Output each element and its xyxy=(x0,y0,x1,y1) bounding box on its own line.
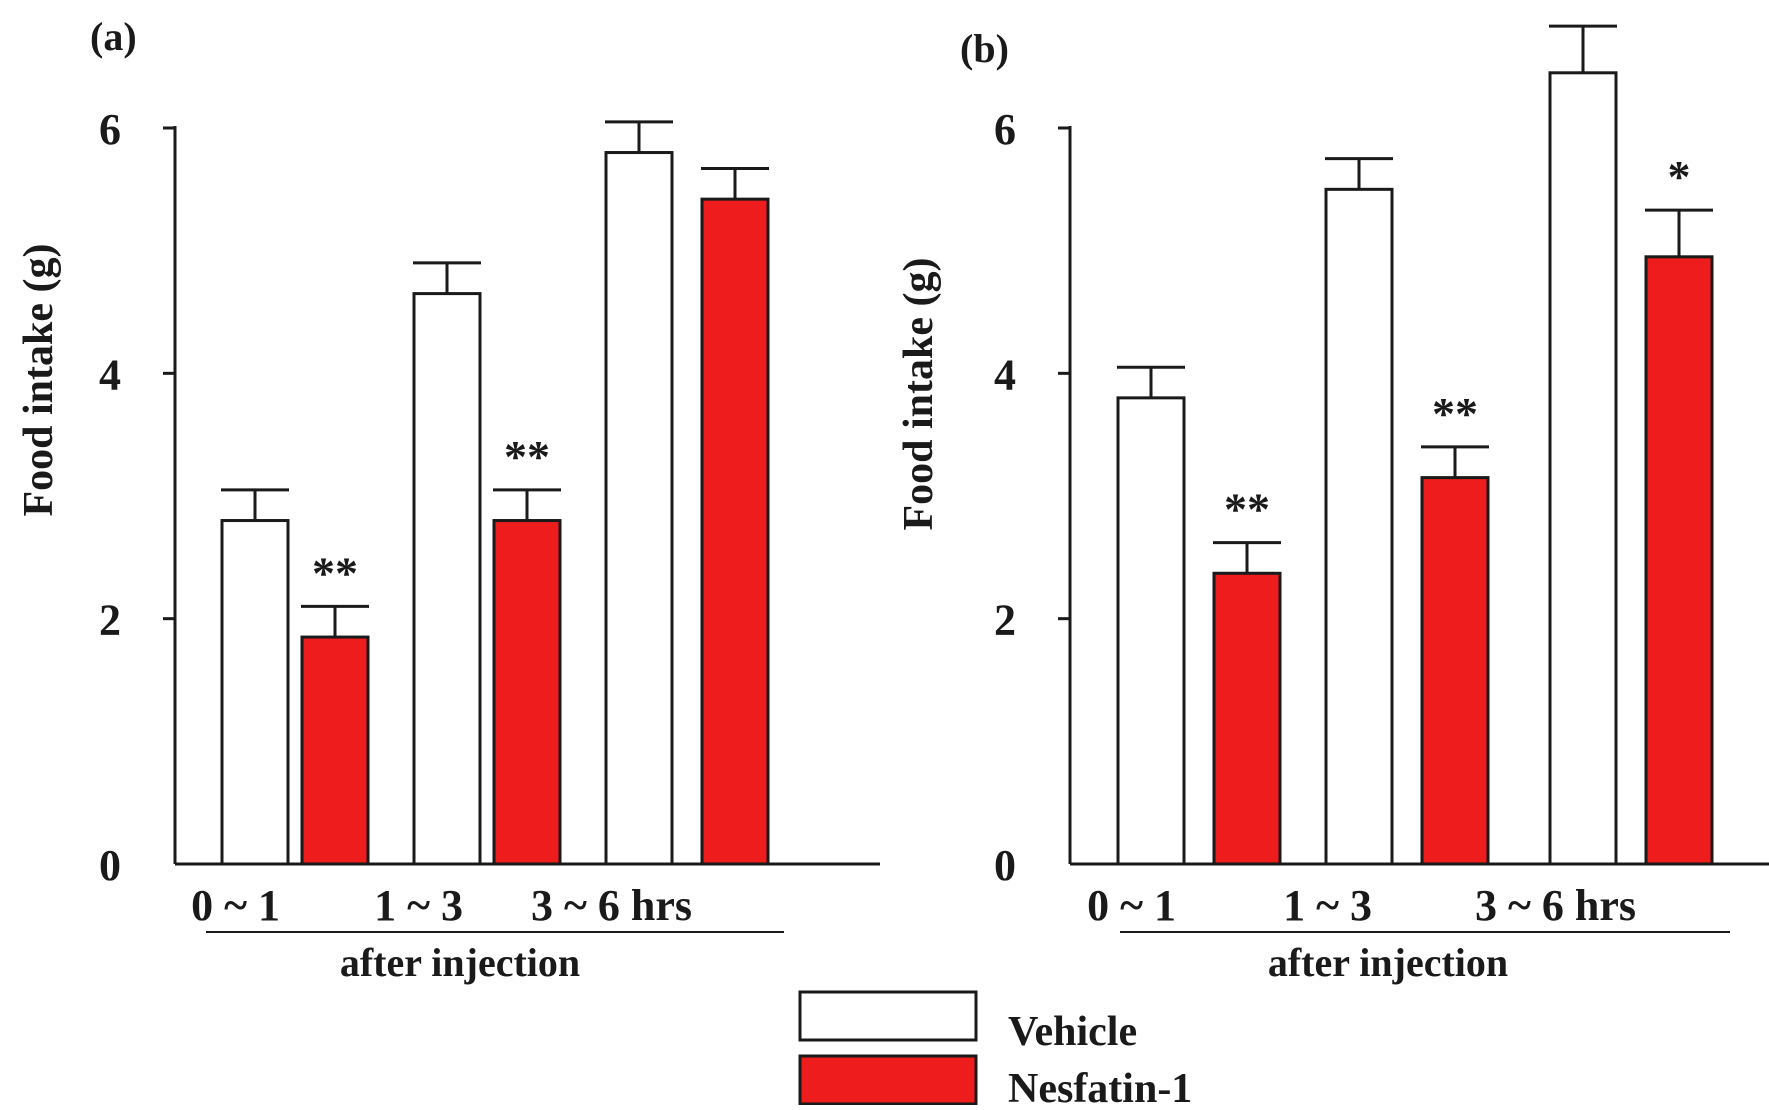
significance-marker: * xyxy=(1668,151,1691,202)
significance-marker: ** xyxy=(1224,484,1270,535)
legend-swatch-nesfatin-1 xyxy=(798,1054,978,1106)
bar-nesfatin-1 xyxy=(1212,571,1282,866)
y-tick-label: 4 xyxy=(994,350,1016,399)
bar-vehicle xyxy=(412,292,482,866)
y-tick-label: 4 xyxy=(99,350,121,399)
panel-label: (b) xyxy=(960,26,1009,71)
panel-label: (a) xyxy=(90,14,137,59)
x-axis-title: after injection xyxy=(340,940,580,985)
significance-marker: ** xyxy=(312,547,358,598)
legend-label-vehicle: Vehicle xyxy=(1008,1009,1137,1055)
legend-label-nesfatin-1: Nesfatin-1 xyxy=(1008,1066,1192,1105)
significance-marker: ** xyxy=(504,431,550,482)
y-axis-title: Food intake (g) xyxy=(16,244,62,517)
bar-nesfatin-1 xyxy=(700,197,770,866)
bar-vehicle xyxy=(1324,187,1394,866)
x-category-label: 0 ~ 1 xyxy=(191,881,280,930)
x-category-label: 1 ~ 3 xyxy=(374,881,463,930)
x-category-label: 1 ~ 3 xyxy=(1283,881,1372,930)
y-tick-label: 0 xyxy=(994,841,1016,890)
y-tick-label: 6 xyxy=(994,105,1016,154)
bar-vehicle xyxy=(1548,71,1618,866)
x-axis-title: after injection xyxy=(1268,940,1508,985)
bar-nesfatin-1 xyxy=(492,519,562,866)
x-category-label: 3 ~ 6 hrs xyxy=(1475,881,1636,930)
y-axis-title: Food intake (g) xyxy=(896,258,942,531)
bar-vehicle xyxy=(1116,396,1186,866)
x-category-label: 3 ~ 6 hrs xyxy=(531,881,692,930)
panel-a: (a) 0 2 4 6 Food intake (g) ** ** 0 ~ 1 1 ~ 3 3 ~ … xyxy=(16,14,880,985)
legend-swatch-vehicle xyxy=(798,990,978,1042)
legend: Vehicle Nesfatin-1 xyxy=(798,990,1192,1110)
bar-nesfatin-1 xyxy=(1420,476,1490,866)
bar-vehicle xyxy=(604,151,674,866)
y-tick-label: 2 xyxy=(99,596,121,645)
bar-vehicle xyxy=(220,519,290,866)
significance-marker: ** xyxy=(1432,388,1478,439)
bar-nesfatin-1 xyxy=(300,635,370,866)
y-tick-label: 0 xyxy=(99,841,121,890)
bar-nesfatin-1 xyxy=(1644,255,1714,866)
y-tick-label: 6 xyxy=(99,105,121,154)
x-category-label: 0 ~ 1 xyxy=(1087,881,1176,930)
y-tick-label: 2 xyxy=(994,596,1016,645)
